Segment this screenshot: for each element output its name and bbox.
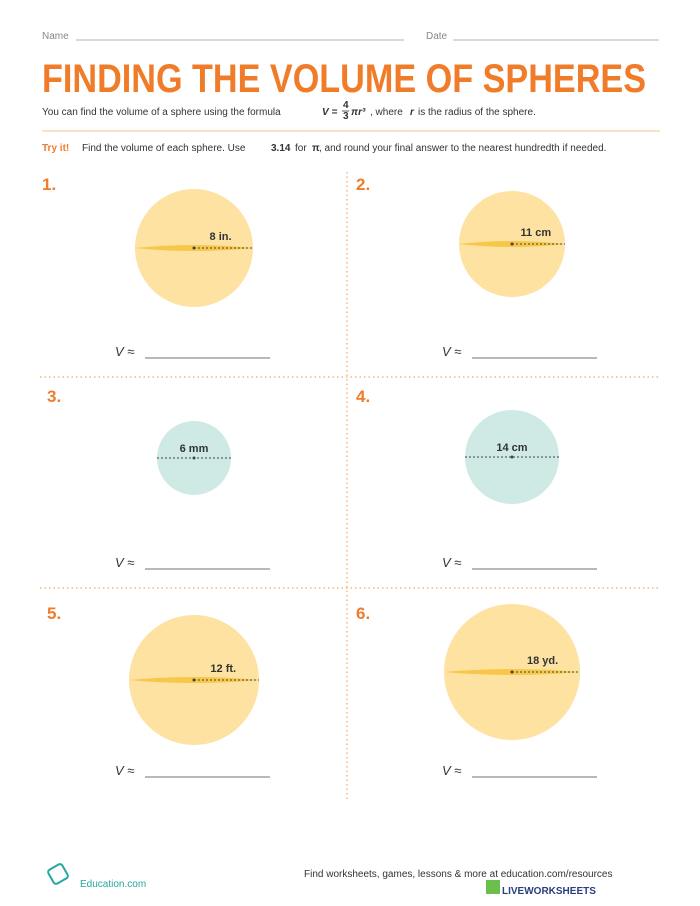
problem-number: 6. — [356, 604, 370, 623]
center-dot — [510, 242, 514, 246]
radius-label: 12 ft. — [210, 663, 236, 675]
intro-text: You can find the volume of a sphere usin… — [42, 107, 281, 118]
pi-value: 3.14 — [271, 143, 291, 154]
problem-number: 4. — [356, 387, 370, 406]
watermark: LIVEWORKSHEETS — [502, 886, 596, 897]
formula-lhs: V = — [322, 107, 337, 118]
radius-label: 11 cm — [521, 227, 552, 239]
answer-prefix: V ≈ — [115, 763, 134, 778]
education-logo — [47, 863, 69, 885]
center-dot — [192, 678, 196, 682]
answer-prefix: V ≈ — [115, 555, 134, 570]
answer-prefix: V ≈ — [442, 555, 461, 570]
answer-prefix: V ≈ — [442, 344, 461, 359]
answer-prefix: V ≈ — [442, 763, 461, 778]
radius-label: 6 mm — [180, 443, 209, 455]
instructions: for — [295, 143, 307, 154]
instructions: Find the volume of each sphere. Use — [82, 143, 246, 154]
try-it: Try it! — [42, 143, 69, 154]
lw-icon — [486, 880, 500, 894]
pi: π — [312, 143, 320, 154]
center-dot — [510, 670, 514, 674]
center-dot — [510, 455, 514, 459]
brand: Education.com — [80, 879, 146, 890]
center-dot — [192, 246, 196, 250]
answer-prefix: V ≈ — [115, 344, 134, 359]
title: FINDING THE VOLUME OF SPHERES — [42, 57, 646, 101]
intro-after: is the radius of the sphere. — [418, 107, 536, 118]
center-dot — [192, 456, 196, 460]
problem-number: 5. — [47, 604, 61, 623]
name-label: Name — [42, 31, 69, 42]
radius-label: 18 yd. — [527, 655, 558, 667]
problem-number: 1. — [42, 175, 56, 194]
intro-variable: r — [410, 107, 415, 118]
formula-rhs: πr³ — [351, 107, 366, 118]
numerator: 4 — [343, 100, 349, 111]
instructions: , and round your final answer to the nea… — [319, 143, 606, 154]
date-label: Date — [426, 31, 448, 42]
problem-number: 3. — [47, 387, 61, 406]
radius-label: 14 cm — [496, 442, 527, 454]
intro-middle: , where — [370, 107, 403, 118]
radius-label: 8 in. — [210, 231, 232, 243]
denominator: 3 — [343, 111, 349, 122]
promo: Find worksheets, games, lessons & more a… — [304, 869, 612, 880]
problem-number: 2. — [356, 175, 370, 194]
